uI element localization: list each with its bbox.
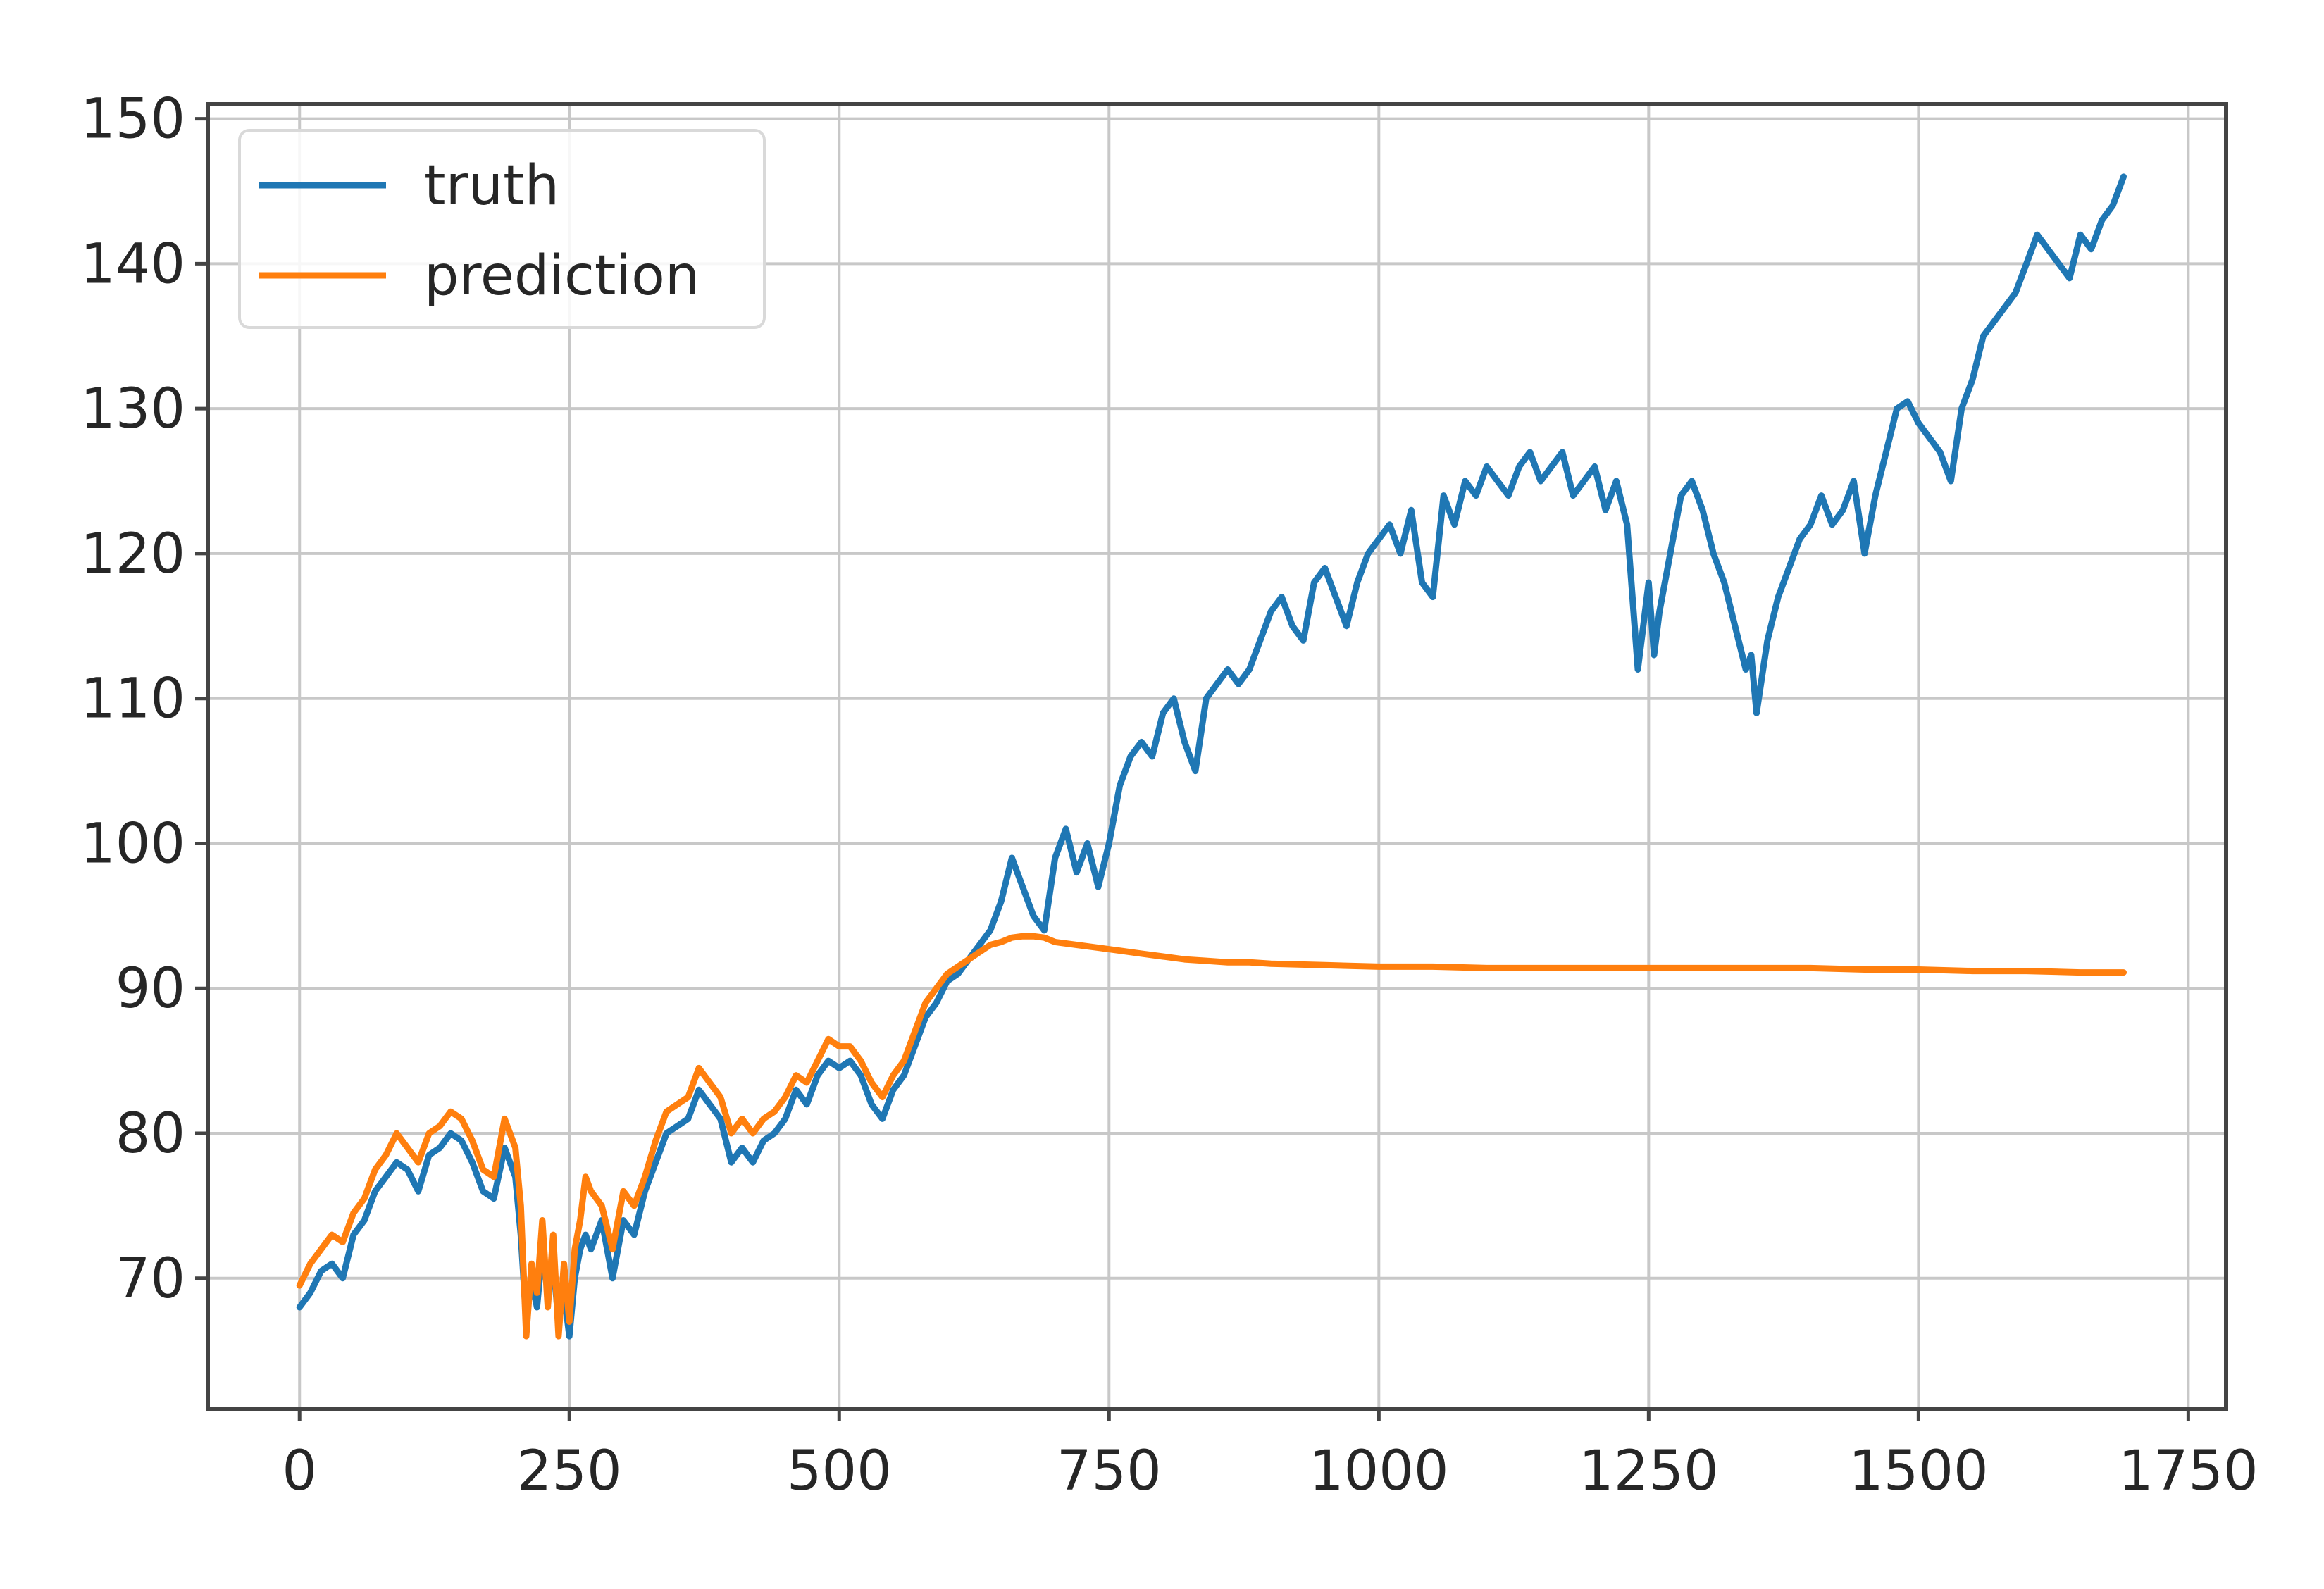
x-tick-label: 250 xyxy=(517,1440,622,1503)
y-tick-label: 110 xyxy=(80,668,185,731)
series-line-truth xyxy=(296,173,2127,1340)
x-tick-label: 0 xyxy=(282,1440,317,1503)
legend-label-prediction: prediction xyxy=(424,244,700,308)
y-tick-label: 70 xyxy=(116,1247,185,1311)
y-tick-label: 150 xyxy=(80,88,185,151)
plot-frame xyxy=(206,102,2228,1411)
y-tick-label: 130 xyxy=(80,378,185,441)
x-tick-label: 750 xyxy=(1057,1440,1162,1503)
x-tick-label: 500 xyxy=(787,1440,892,1503)
legend: truth prediction xyxy=(238,129,766,329)
y-tick-label: 90 xyxy=(116,957,185,1021)
x-tick-label: 1000 xyxy=(1309,1440,1449,1503)
x-tick-label: 1500 xyxy=(1848,1440,1989,1503)
series-line-prediction xyxy=(296,933,2127,1340)
axis-ticks: 0 250 500 750 1000 1250 1500 1750 70 80 90 100 110 12… xyxy=(80,88,2258,1503)
x-tick-label: 1750 xyxy=(2118,1440,2258,1503)
y-tick-label: 120 xyxy=(80,523,185,586)
legend-label-truth: truth xyxy=(424,154,559,218)
y-tick-label: 80 xyxy=(116,1102,185,1166)
y-tick-label: 100 xyxy=(80,812,185,875)
series-lines xyxy=(296,173,2127,1340)
x-tick-label: 1250 xyxy=(1579,1440,1719,1503)
y-tick-label: 140 xyxy=(80,232,185,296)
